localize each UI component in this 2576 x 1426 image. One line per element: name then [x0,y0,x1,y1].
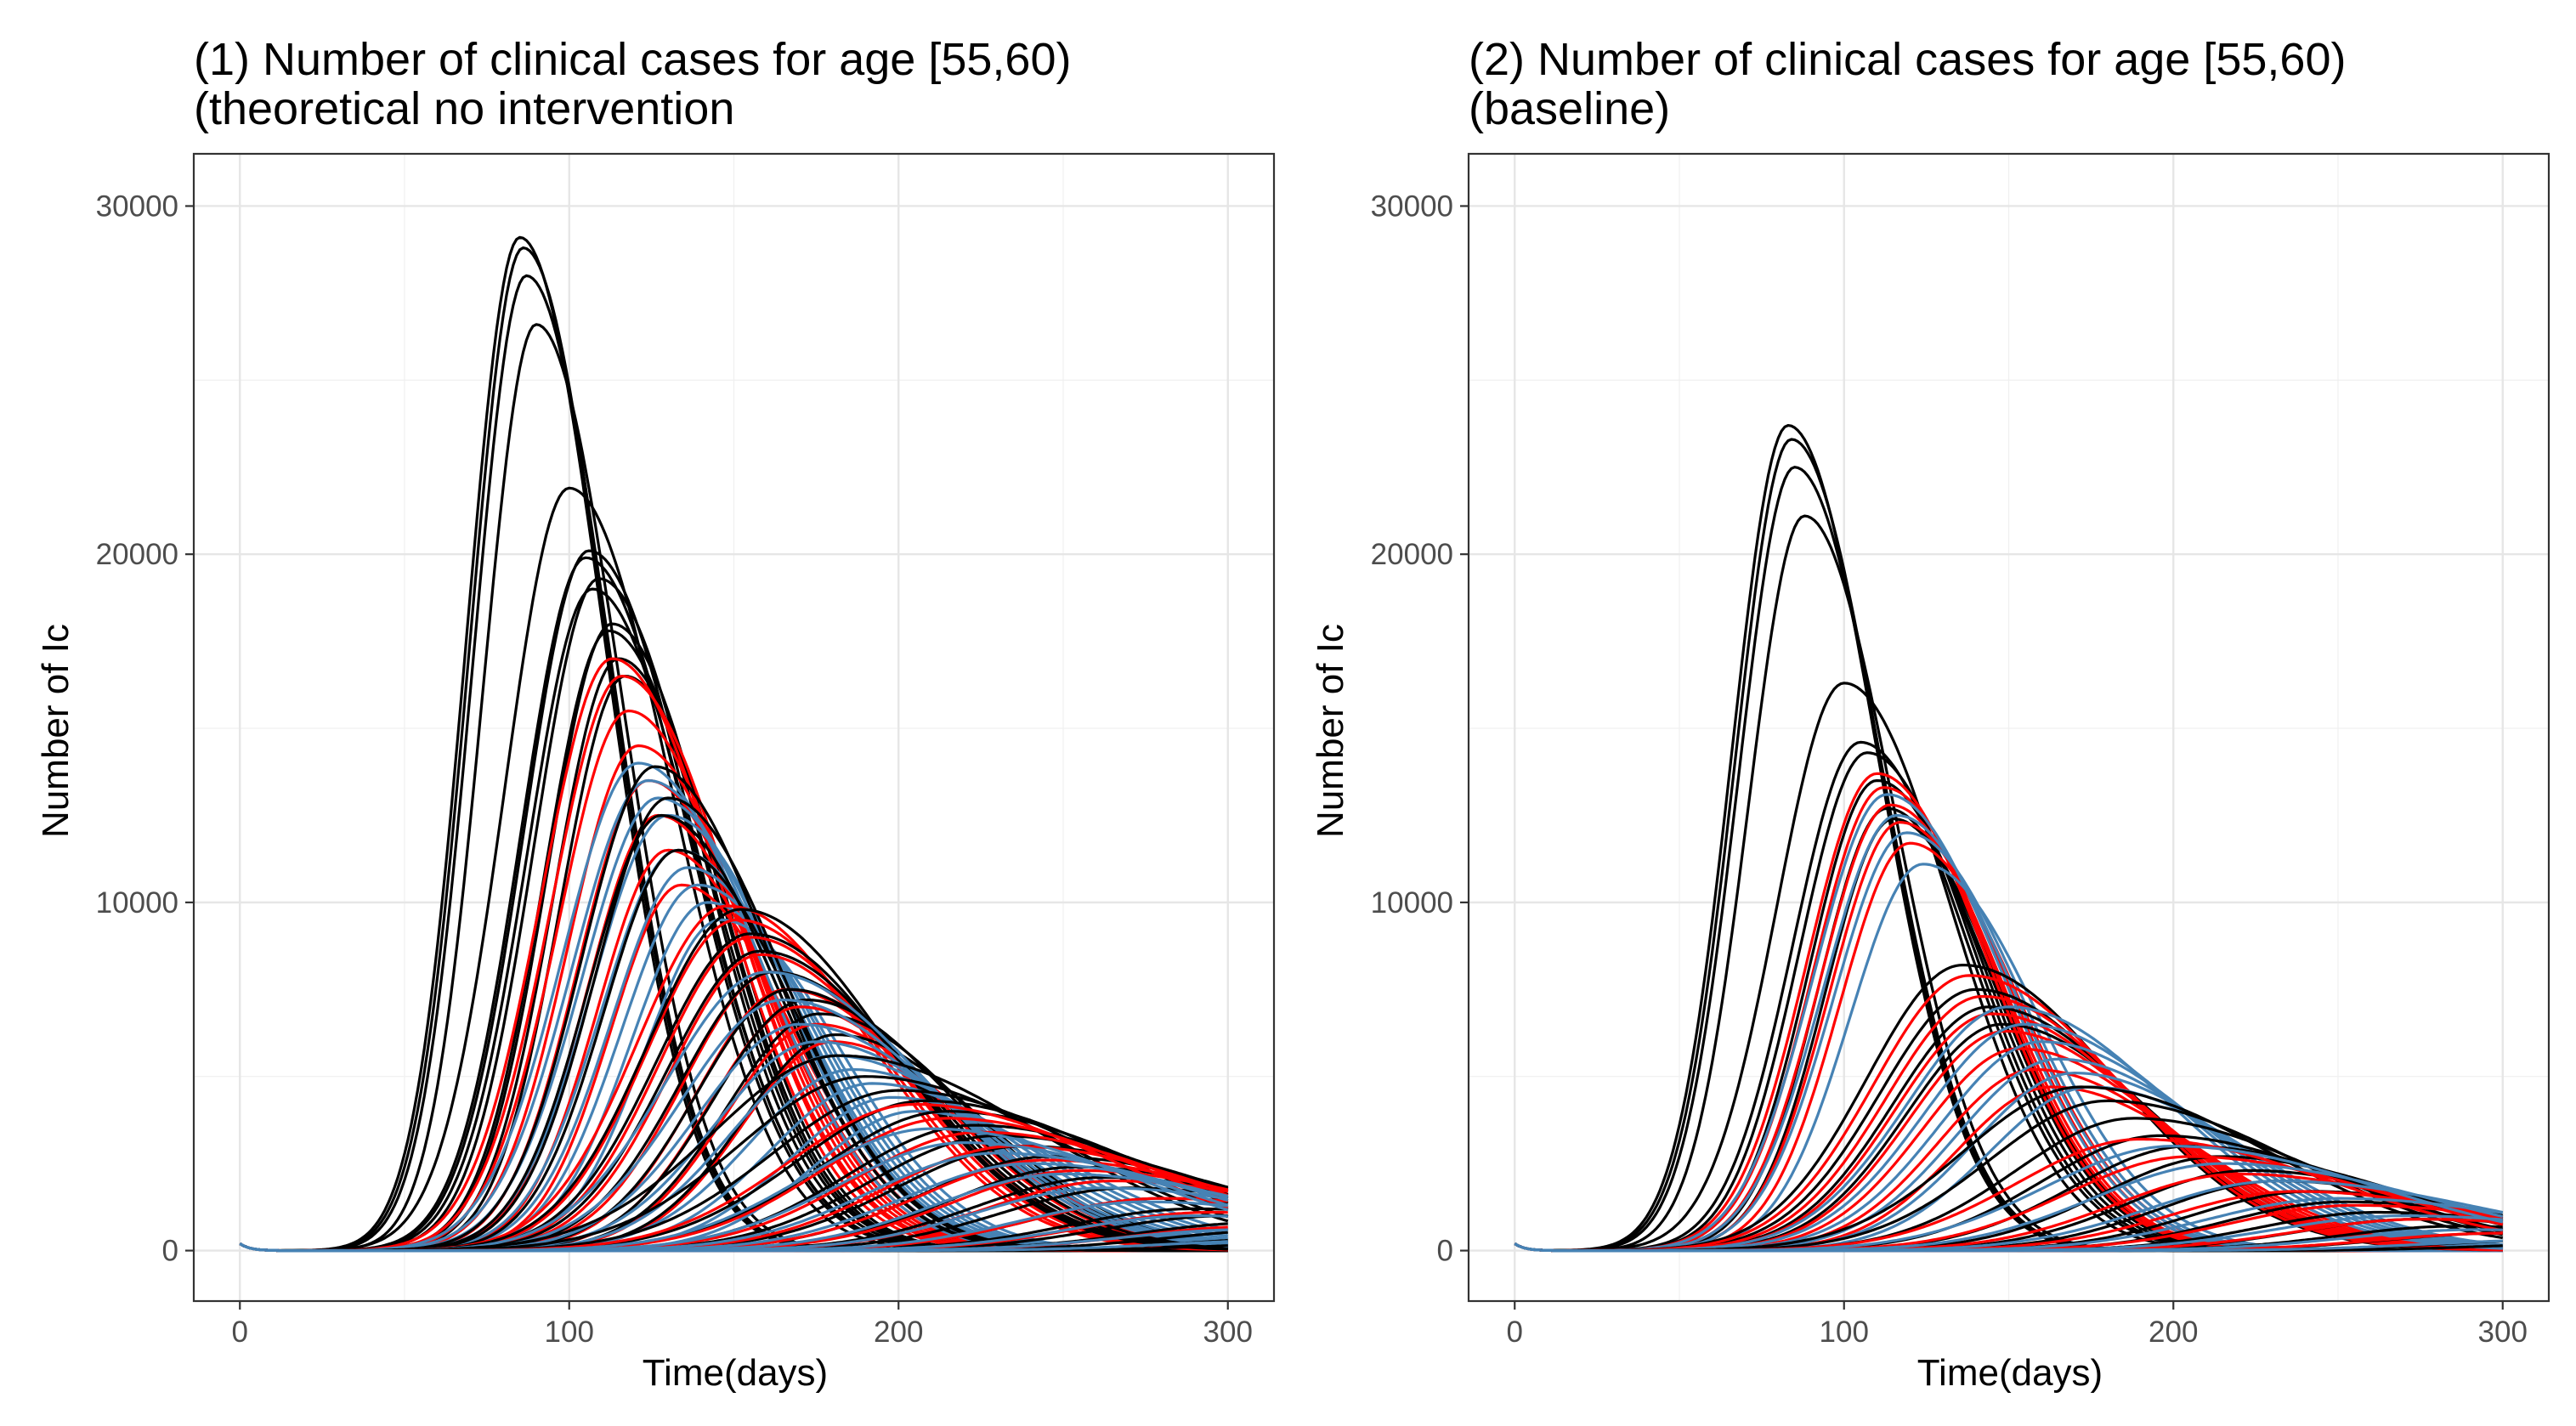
chart-panel-1: (1) Number of clinical cases for age [55… [35,34,1276,1394]
y-tick-label: 20000 [1371,538,1453,571]
axis-ticks: 0 100 200 300 0 10000 20000 30000 [96,190,1253,1349]
y-tick-label: 30000 [96,190,178,223]
x-axis-title: Time(days) [1917,1352,2103,1394]
x-tick-label: 200 [874,1316,923,1349]
series-line-blue [239,1240,1228,1253]
chart-title-line2: (theoretical no intervention [194,83,734,134]
x-tick-label: 100 [545,1316,594,1349]
y-tick-label: 0 [1437,1235,1453,1268]
chart-panel-2: (2) Number of clinical cases for age [55… [1310,34,2551,1394]
y-axis-title: Number of Ic [1310,624,1351,838]
series-line-blue [1514,1239,2503,1253]
x-tick-label: 0 [1507,1316,1523,1349]
series-curves [1514,424,2504,1253]
x-tick-label: 200 [2149,1316,2198,1349]
chart-title-line2: (baseline) [1469,83,1670,134]
y-axis-title: Number of Ic [35,624,76,838]
x-tick-label: 300 [2478,1316,2528,1349]
chart-title-line1: (1) Number of clinical cases for age [55… [194,34,1071,85]
x-axis-title: Time(days) [643,1352,828,1394]
x-tick-label: 300 [1203,1316,1253,1349]
x-tick-label: 100 [1820,1316,1869,1349]
chart-title-line1: (2) Number of clinical cases for age [55… [1469,34,2346,85]
y-tick-label: 20000 [96,538,178,571]
y-tick-label: 10000 [1371,886,1453,920]
panel-border [1467,152,2551,1303]
gridlines [194,154,1274,1301]
y-tick-label: 10000 [96,886,178,920]
x-tick-label: 0 [232,1316,248,1349]
axis-ticks: 0 100 200 300 0 10000 20000 30000 [1371,190,2528,1349]
y-tick-label: 0 [162,1235,178,1268]
panel-border [192,152,1276,1303]
series-curves [239,235,1229,1253]
y-tick-label: 30000 [1371,190,1453,223]
